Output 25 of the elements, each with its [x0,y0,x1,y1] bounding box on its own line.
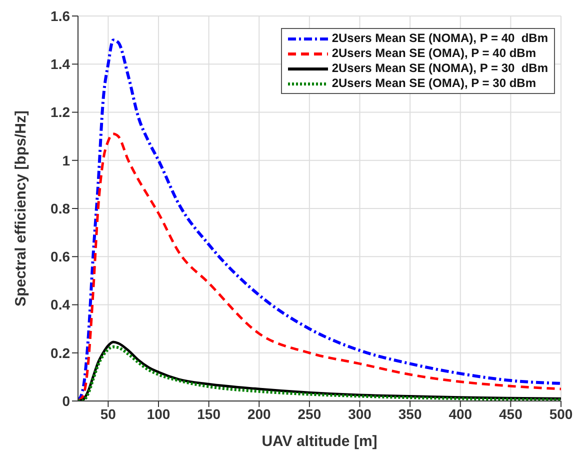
x-tick-label: 250 [298,406,322,422]
y-tick-label: 0.8 [50,200,70,216]
x-tick-label: 400 [448,406,472,422]
legend-label: 2Users Mean SE (OMA), P = 40 dBm [332,46,536,61]
y-tick-label: 1 [62,152,70,168]
x-tick-label: 350 [398,406,422,422]
x-tick-label: 200 [247,406,272,422]
y-tick-label: 1.6 [50,8,70,24]
y-tick-label: 1.2 [50,104,70,120]
y-tick-label: 0 [62,392,70,409]
legend-label: 2Users Mean SE (NOMA), P = 40 dBm [332,31,548,46]
x-tick-label: 150 [197,406,221,422]
x-tick-label: 50 [100,406,116,422]
legend-label: 2Users Mean SE (NOMA), P = 30 dBm [332,61,548,76]
x-tick-label: 450 [499,406,523,422]
x-tick-label: 500 [549,406,573,422]
x-tick-label: 100 [146,406,170,422]
y-tick-label: 1.4 [50,56,70,72]
x-tick-label: 300 [348,406,372,422]
y-axis-title: Spectral efficiency [bps/Hz] [12,110,30,306]
y-tick-label: 0.4 [50,296,70,313]
y-tick-label: 0.6 [50,248,70,265]
legend-label: 2Users Mean SE (OMA), P = 30 dBm [332,76,536,91]
y-tick-label: 0.2 [50,344,70,361]
x-axis-title: UAV altitude [m] [262,433,378,450]
